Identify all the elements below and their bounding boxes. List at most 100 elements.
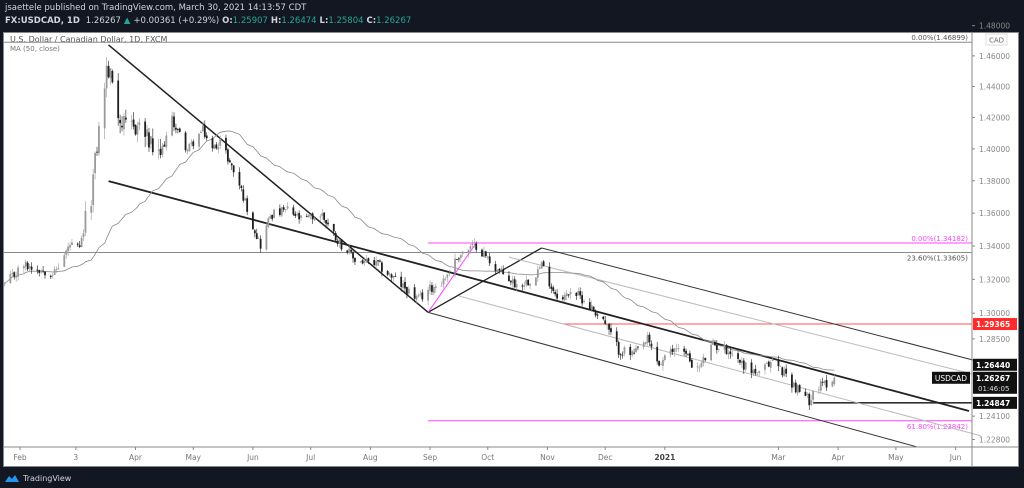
candle-body[interactable]: [619, 354, 622, 356]
candle-body[interactable]: [685, 350, 687, 354]
candle-body[interactable]: [454, 258, 456, 274]
candle-body[interactable]: [394, 276, 397, 277]
candle-body[interactable]: [363, 261, 366, 263]
candle-body[interactable]: [381, 262, 383, 272]
candle-body[interactable]: [821, 381, 824, 383]
candle-body[interactable]: [804, 391, 807, 396]
candle-body[interactable]: [446, 274, 449, 278]
candle-body[interactable]: [710, 344, 712, 361]
candle-body[interactable]: [148, 132, 150, 148]
candle-body[interactable]: [440, 285, 443, 287]
candle-body[interactable]: [259, 238, 262, 249]
ma-legend[interactable]: MA (50, close): [10, 45, 60, 53]
candle-body[interactable]: [307, 214, 310, 218]
candle-body[interactable]: [253, 230, 256, 234]
candle-body[interactable]: [656, 346, 659, 362]
candle-body[interactable]: [658, 360, 660, 366]
candle-body[interactable]: [76, 243, 79, 245]
candle-body[interactable]: [594, 312, 597, 316]
candle-body[interactable]: [527, 279, 530, 286]
candle-body[interactable]: [729, 351, 732, 355]
candle-body[interactable]: [400, 276, 403, 287]
candle-body[interactable]: [124, 117, 127, 120]
candle-body[interactable]: [255, 233, 258, 239]
candle-body[interactable]: [766, 363, 768, 364]
candle-body[interactable]: [535, 277, 537, 286]
candle-body[interactable]: [406, 287, 408, 295]
candle-body[interactable]: [136, 125, 139, 135]
candle-body[interactable]: [359, 261, 362, 263]
candle-body[interactable]: [471, 243, 474, 246]
candle-body[interactable]: [238, 171, 241, 186]
candle-body[interactable]: [565, 293, 568, 296]
candle-body[interactable]: [536, 269, 539, 278]
candle-body[interactable]: [176, 129, 179, 130]
candle-body[interactable]: [321, 213, 324, 216]
candle-body[interactable]: [663, 355, 666, 360]
candle-body[interactable]: [67, 246, 70, 252]
candle-body[interactable]: [442, 278, 445, 285]
candle-body[interactable]: [696, 366, 699, 368]
candle-body[interactable]: [590, 305, 593, 309]
candle-body[interactable]: [367, 258, 370, 262]
candle-body[interactable]: [107, 65, 110, 78]
candle-body[interactable]: [9, 274, 12, 283]
candle-body[interactable]: [201, 125, 204, 132]
candle-body[interactable]: [456, 259, 458, 261]
candle-body[interactable]: [481, 249, 483, 257]
candle-body[interactable]: [42, 270, 44, 272]
candle-body[interactable]: [648, 334, 651, 343]
candle-body[interactable]: [28, 266, 31, 268]
candle-body[interactable]: [63, 255, 66, 267]
candle-body[interactable]: [483, 251, 485, 258]
candle-body[interactable]: [511, 279, 514, 284]
candle-body[interactable]: [808, 393, 811, 406]
candle-body[interactable]: [675, 348, 678, 350]
candle-body[interactable]: [82, 233, 85, 238]
candle-body[interactable]: [552, 287, 555, 291]
candle-body[interactable]: [205, 135, 208, 139]
candle-body[interactable]: [246, 198, 249, 212]
candle-body[interactable]: [714, 341, 716, 346]
candle-body[interactable]: [637, 346, 639, 348]
candle-body[interactable]: [617, 341, 620, 355]
badge-1-24847[interactable]: [973, 396, 1017, 409]
candle-body[interactable]: [219, 139, 222, 146]
candle-body[interactable]: [731, 354, 734, 356]
candle-body[interactable]: [631, 351, 634, 356]
candle-body[interactable]: [569, 291, 572, 295]
candle-body[interactable]: [280, 207, 283, 216]
candle-body[interactable]: [11, 273, 14, 274]
candle-body[interactable]: [554, 292, 557, 295]
candle-body[interactable]: [17, 267, 19, 277]
candle-body[interactable]: [833, 377, 836, 385]
candle-body[interactable]: [671, 348, 674, 352]
candle-body[interactable]: [475, 243, 478, 250]
candle-body[interactable]: [756, 374, 759, 376]
candle-body[interactable]: [540, 262, 543, 269]
candle-body[interactable]: [750, 362, 753, 374]
candle-body[interactable]: [228, 160, 231, 163]
candle-body[interactable]: [294, 213, 297, 217]
candle-body[interactable]: [740, 360, 743, 364]
candle-body[interactable]: [817, 389, 820, 391]
candle-body[interactable]: [267, 218, 270, 227]
candle-body[interactable]: [49, 275, 52, 277]
candle-body[interactable]: [744, 362, 747, 370]
candle-body[interactable]: [30, 266, 33, 270]
candle-body[interactable]: [488, 256, 491, 264]
candle-body[interactable]: [690, 359, 693, 368]
candle-body[interactable]: [831, 381, 834, 387]
candle-body[interactable]: [698, 367, 701, 369]
candle-body[interactable]: [448, 273, 451, 275]
peak-downtrend-line[interactable]: [108, 44, 429, 313]
candle-body[interactable]: [727, 352, 730, 355]
candle-body[interactable]: [232, 165, 235, 173]
candle-body[interactable]: [473, 242, 476, 244]
candle-body[interactable]: [621, 354, 624, 356]
candle-body[interactable]: [798, 384, 801, 392]
candle-body[interactable]: [459, 255, 462, 259]
candle-body[interactable]: [407, 288, 410, 294]
candle-body[interactable]: [284, 209, 287, 210]
candle-body[interactable]: [417, 295, 420, 297]
